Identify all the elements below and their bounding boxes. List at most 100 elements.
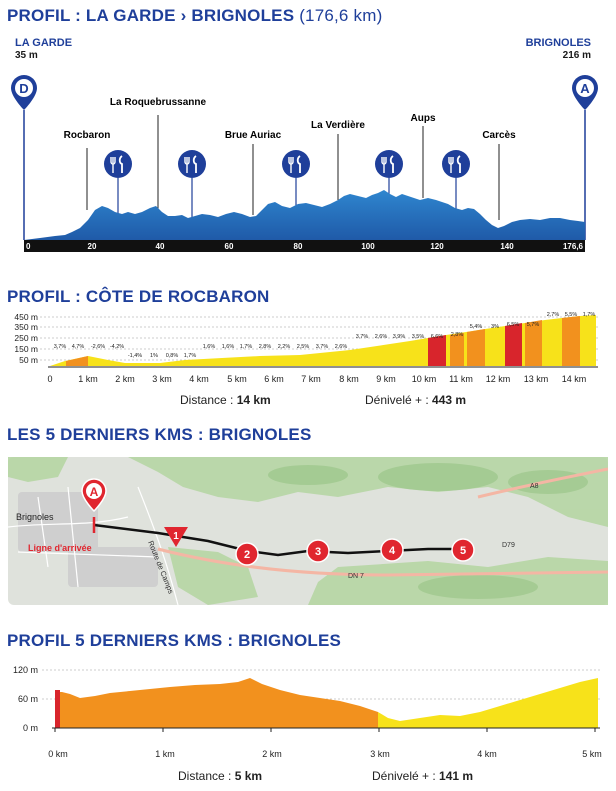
finish-line-label: Ligne d'arrivée [28, 543, 92, 553]
grade-label: 3,7% [54, 344, 67, 350]
road-label-d79: D79 [502, 542, 515, 549]
final-elevation-label: Dénivelé + : [372, 769, 440, 783]
end-marker-letter: A [580, 81, 590, 96]
grade-label: 1,7% [240, 344, 253, 350]
final-route-line [93, 523, 468, 557]
road-dn7 [157, 547, 608, 577]
main-axis-tick: 120 [430, 242, 444, 251]
grade-label: 4,7% [72, 344, 85, 350]
grade-label: 3,9% [393, 334, 406, 340]
km-marker-2: 2 [235, 542, 259, 566]
final-x-tick: 3 km [370, 749, 390, 759]
climb-x-tick: 7 km [301, 374, 321, 384]
end-marker-pin: A [572, 75, 598, 240]
grade-label: 5,4% [470, 324, 483, 330]
main-axis-tick: 60 [225, 242, 234, 251]
grade-label: 1% [150, 353, 158, 359]
grade-label: 2,8% [259, 344, 272, 350]
main-axis-tick: 100 [361, 242, 375, 251]
grade-label: 1,6% [222, 344, 235, 350]
road-a8 [477, 467, 608, 499]
final-x-tick: 0 km [48, 749, 68, 759]
climb-x-tick: 13 km [524, 374, 549, 384]
final-profile-title: PROFIL 5 DERNIERS KMS : BRIGNOLES [7, 631, 342, 650]
start-name: LA GARDE [15, 37, 73, 49]
grade-label: 5,7% [527, 322, 540, 328]
finish-map: A 1 2 3 4 5 Brignoles Ligne d'arrivée Ro… [8, 457, 608, 605]
main-profile-title-distance: (176,6 km) [299, 6, 383, 25]
final-profile-chart: 120 m 60 m 0 m 0 km 1 km 2 km 3 km 4 km … [13, 665, 602, 759]
grade-label: 1,7% [583, 312, 596, 318]
climb-x-tick: 9 km [376, 374, 396, 384]
finish-marker-letter: A [90, 485, 99, 499]
finish-map-title: LES 5 DERNIERS KMS : BRIGNOLES [7, 425, 312, 444]
start-marker-letter: D [19, 81, 28, 96]
main-axis-tick: 0 [26, 242, 31, 251]
main-axis-tick: 40 [156, 242, 165, 251]
climb-x-tick: 2 km [115, 374, 135, 384]
km-marker-label: 4 [389, 545, 396, 557]
grade-label: -2,6% [91, 344, 105, 350]
grade-label: -4,2% [110, 344, 124, 350]
climb-profile-chart: 450 m 350 m 250 m 150 m 50 m 3,7% 4,7% -… [14, 312, 598, 384]
climb-distance-summary: Distance : 14 km [180, 393, 271, 407]
final-distance-summary: Distance : 5 km [178, 769, 262, 783]
climb-segment [428, 335, 446, 366]
grade-label: 2,8% [451, 332, 464, 338]
grade-label: 3% [491, 324, 499, 330]
main-profile-title: PROFIL : LA GARDE › BRIGNOLES (176,6 km) [7, 6, 382, 26]
main-profile-axis [24, 240, 585, 252]
climb-x-tick: 0 [47, 374, 52, 384]
km-marker-label: 1 [173, 531, 179, 542]
town-label-brue-auriac: Brue Auriac [225, 130, 282, 141]
climb-segment [467, 329, 485, 366]
grade-label: 6,6% [431, 334, 444, 340]
main-axis-tick: 140 [500, 242, 514, 251]
start-altitude: 35 m [15, 50, 38, 61]
climb-y-tick: 250 m [14, 333, 38, 343]
grade-label: 3,7% [316, 344, 329, 350]
climb-segment [66, 356, 88, 366]
grade-label: -1,4% [128, 353, 142, 359]
main-profile-area [24, 190, 585, 240]
grade-label: 2,5% [297, 344, 310, 350]
km-marker-5: 5 [451, 538, 475, 562]
final-profile-yellow-area [378, 678, 598, 728]
climb-segment [525, 320, 542, 366]
climb-y-tick: 450 m [14, 312, 38, 322]
km-marker-3: 3 [306, 539, 330, 563]
final-x-tick: 2 km [262, 749, 282, 759]
grade-label: 3,7% [356, 334, 369, 340]
climb-distance-label: Distance : [180, 393, 237, 407]
climb-x-tick: 8 km [339, 374, 359, 384]
end-name: BRIGNOLES [525, 37, 591, 49]
final-elevation-value: 141 m [439, 769, 474, 783]
final-profile-red-segment [55, 690, 60, 728]
climb-profile-title: PROFIL : CÔTE DE ROCBARON [7, 287, 270, 306]
final-x-tick: 5 km [582, 749, 602, 759]
climb-x-tick: 11 km [449, 374, 473, 384]
climb-segment [450, 333, 464, 366]
final-distance-value: 5 km [234, 769, 263, 783]
climb-segment [505, 323, 522, 366]
grade-label: 1,6% [203, 344, 216, 350]
grade-label: 2,6% [335, 344, 348, 350]
km-marker-label: 5 [460, 545, 466, 557]
grade-label: 2,7% [547, 312, 560, 318]
climb-distance-value: 14 km [236, 393, 271, 407]
climb-x-tick: 10 km [412, 374, 437, 384]
climb-x-tick: 5 km [227, 374, 247, 384]
climb-x-tick: 14 km [562, 374, 587, 384]
final-x-tick: 4 km [477, 749, 497, 759]
main-axis-tick: 176,6 [563, 242, 584, 251]
climb-elevation-summary: Dénivelé + : 443 m [365, 393, 466, 407]
final-y-tick: 60 m [18, 694, 38, 704]
grade-label: 1,7% [184, 353, 197, 359]
main-axis-tick: 20 [88, 242, 97, 251]
grade-label: 5,5% [565, 312, 578, 318]
km-marker-1: 1 [164, 527, 188, 547]
end-altitude: 216 m [562, 50, 591, 61]
final-elevation-summary: Dénivelé + : 141 m [372, 769, 473, 783]
feed-zone-icon [104, 150, 470, 178]
climb-segment [562, 316, 580, 366]
